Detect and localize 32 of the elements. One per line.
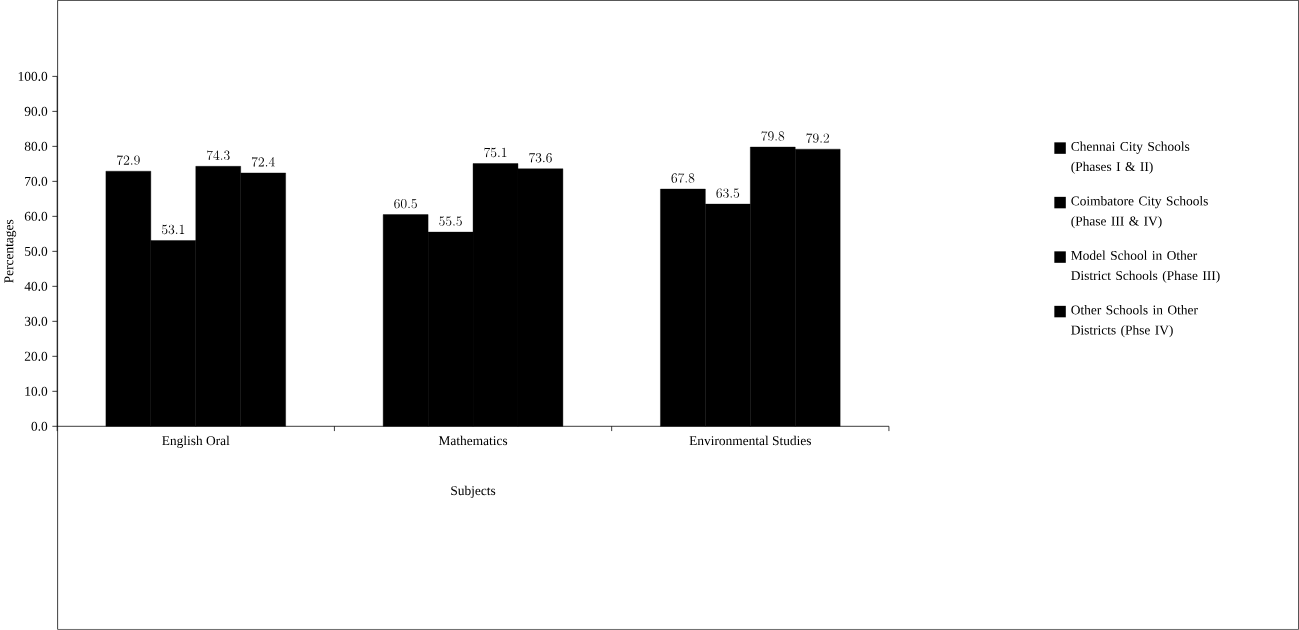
y-tick-label: 50.0 bbox=[25, 246, 48, 256]
x-tick-label: English Oral bbox=[162, 435, 230, 448]
legend-label: Other Schools in Other Districts (Phse IV) bbox=[1071, 305, 1198, 338]
data-label: 53. 1 bbox=[162, 224, 185, 235]
data-label: 63.5 bbox=[716, 188, 740, 198]
data-label: 79.8 bbox=[761, 131, 785, 141]
data-label: 72.9 bbox=[117, 155, 140, 165]
data-label: 75. 1 bbox=[484, 147, 507, 158]
y-tick-label: 10.0 bbox=[25, 386, 48, 396]
y-tick-label: 80.0 bbox=[24, 141, 48, 151]
y-tick-label: 100.0 bbox=[18, 71, 48, 81]
y-axis-title: Percentages bbox=[4, 219, 17, 283]
y-tick-label: 20.0 bbox=[24, 351, 48, 361]
data-label: 55.5 bbox=[439, 216, 462, 226]
y-tick-label: 70.0 bbox=[25, 176, 48, 186]
y-tick-label: 90.0 bbox=[24, 106, 48, 116]
y-tick-label: 0.0 bbox=[31, 421, 48, 431]
data-label: 67.8 bbox=[671, 173, 695, 183]
data-label: 73.6 bbox=[529, 152, 552, 163]
data-label: 79.2 bbox=[806, 133, 829, 143]
x-axis-title: Subjects bbox=[451, 485, 496, 498]
data-label: 60.5 bbox=[394, 198, 417, 209]
data-label: 74.3 bbox=[207, 150, 230, 161]
legend-label: Chennai City Schools (Phases I & II) bbox=[1071, 141, 1190, 174]
data-label: 72.4 bbox=[251, 157, 275, 167]
y-tick-label: 40.0 bbox=[24, 281, 48, 291]
y-tick-label: 30.0 bbox=[24, 316, 48, 326]
legend-label: Model School in Other District Schools (Phase III) bbox=[1071, 250, 1220, 283]
x-tick-label: Environmental Studies bbox=[689, 435, 811, 446]
x-tick-label: Mathematics bbox=[438, 435, 508, 446]
y-tick-label: 60.0 bbox=[24, 211, 48, 221]
legend-label: Coimbatore City Schools (Phase III & IV) bbox=[1071, 196, 1208, 229]
